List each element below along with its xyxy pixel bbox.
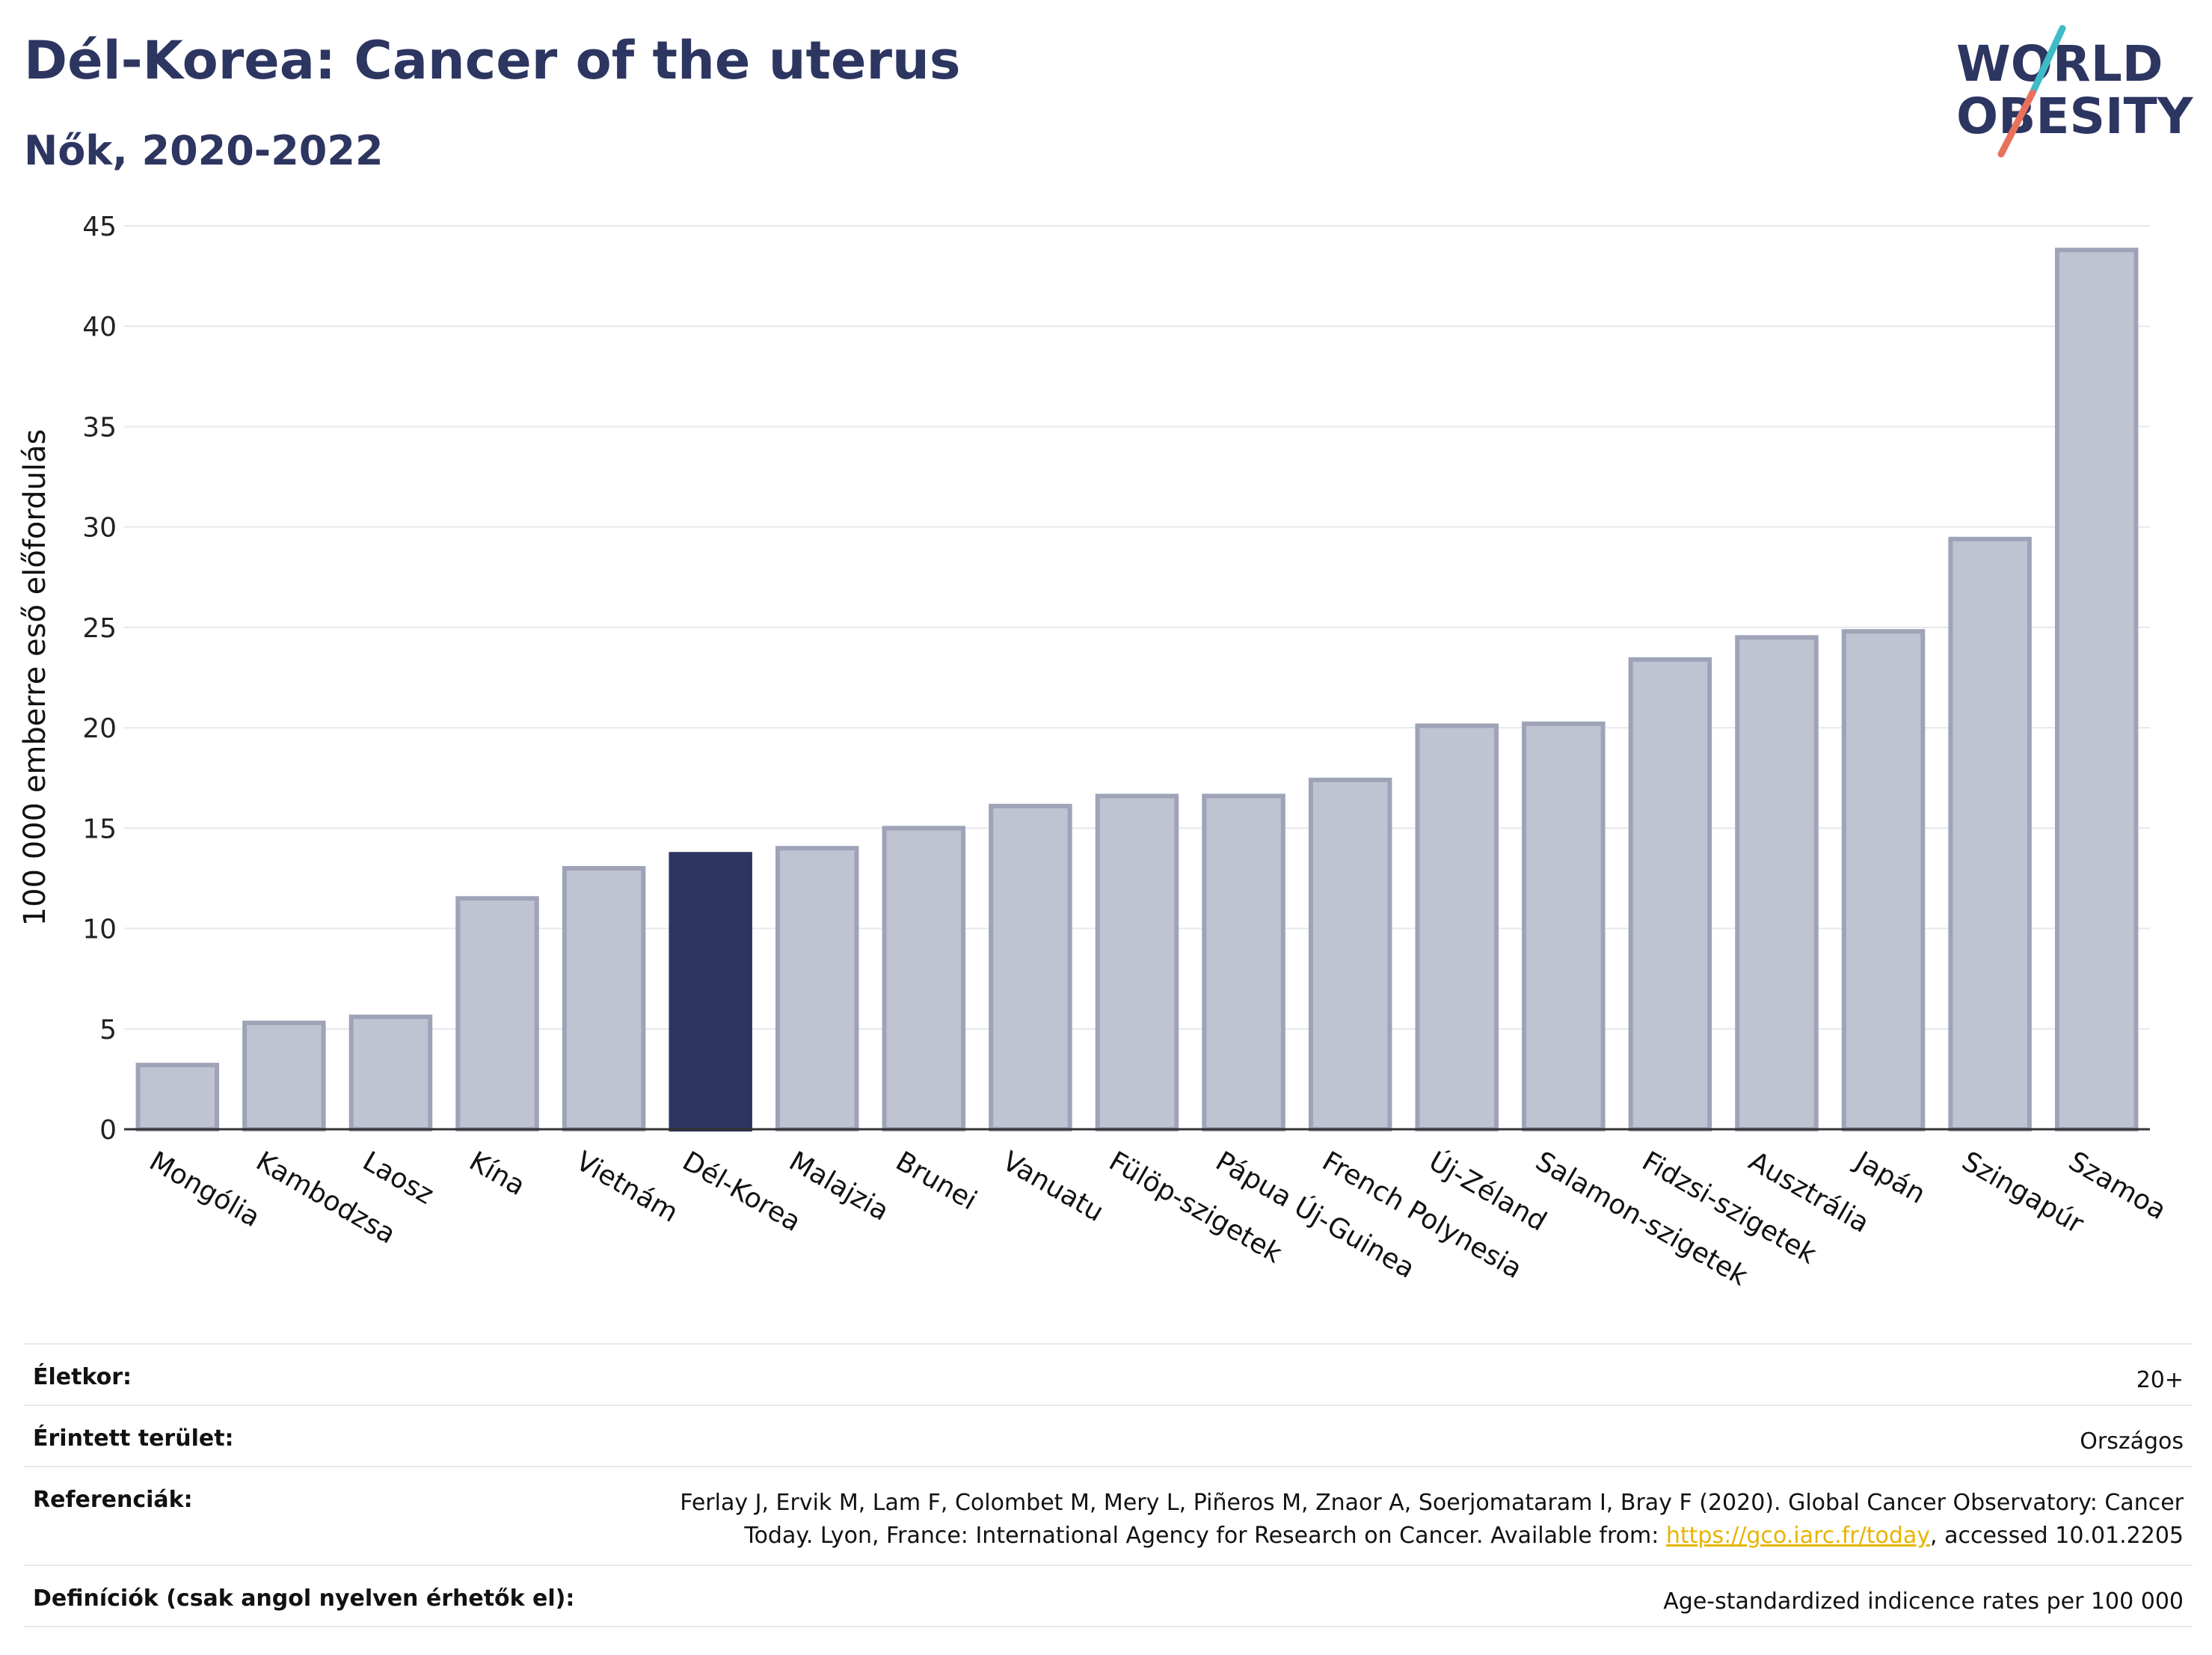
reference-link[interactable]: https://gco.iarc.fr/today: [1665, 1523, 1931, 1549]
bar: [2054, 248, 2139, 1132]
x-tick-label: Vietnám: [571, 1146, 683, 1229]
logo-slash-teal: [2029, 25, 2066, 96]
info-row-references: Referenciák: Ferlay J, Ervik M, Lam F, C…: [24, 1466, 2193, 1565]
x-tick-label: Kína: [464, 1146, 530, 1202]
x-tick-label: Vanuatu: [997, 1146, 1108, 1228]
bar: [1202, 793, 1285, 1132]
bar: [1735, 635, 1819, 1132]
bar: [775, 846, 859, 1132]
world-obesity-logo: WORLD OBESITY: [1956, 25, 2194, 158]
bar: [1628, 657, 1712, 1132]
bar: [669, 852, 752, 1132]
y-axis-ticks: 0 5 10 15 20 25 30 35 40 45: [82, 212, 117, 1146]
info-key-age: Életkor:: [24, 1343, 610, 1405]
x-tick-label: Pápua Új-Guinea: [1211, 1145, 1421, 1284]
bar: [455, 896, 539, 1132]
info-value-references: Ferlay J, Ervik M, Lam F, Colombet M, Me…: [610, 1466, 2193, 1565]
logo-word-world: WORLD: [1956, 35, 2163, 93]
bar: [1948, 536, 2032, 1132]
logo-slash-coral: [1997, 89, 2036, 158]
info-row-area: Érintett terület: Országos: [24, 1404, 2193, 1467]
x-tick-label: French Polynesia: [1317, 1146, 1527, 1285]
bar: [1095, 793, 1179, 1132]
x-tick-label: Mongólia: [144, 1146, 265, 1233]
reference-line-2-post: , accessed 10.01.2205: [1930, 1523, 2184, 1549]
bar: [242, 1020, 326, 1132]
info-key-area: Érintett terület:: [24, 1404, 610, 1467]
reference-line-2-pre: Today. Lyon, France: International Agenc…: [744, 1523, 1666, 1549]
logo-word-obesity: OBESITY: [1956, 87, 2194, 145]
info-key-references: Referenciák:: [24, 1466, 610, 1565]
bar: [1308, 777, 1392, 1132]
bar: [348, 1014, 433, 1132]
bar: [1415, 723, 1499, 1132]
bar: [135, 1063, 220, 1132]
x-tick-label: Japán: [1849, 1145, 1930, 1210]
y-tick-label: 15: [82, 814, 117, 844]
bar: [989, 803, 1072, 1132]
page-subtitle: Nők, 2020-2022: [24, 127, 384, 174]
bars: [135, 248, 2139, 1132]
x-tick-label: Laosz: [357, 1146, 439, 1210]
reference-line-1: Ferlay J, Ervik M, Lam F, Colombet M, Me…: [680, 1490, 2184, 1516]
info-row-definitions: Definíciók (csak angol nyelven érhetők e…: [24, 1565, 2193, 1627]
y-tick-label: 20: [82, 713, 117, 744]
info-key-definitions: Definíciók (csak angol nyelven érhetők e…: [24, 1565, 610, 1627]
y-tick-label: 0: [99, 1115, 117, 1146]
y-tick-label: 25: [82, 613, 117, 644]
info-table: Életkor: 20+ Érintett terület: Országos …: [24, 1343, 2193, 1627]
y-tick-label: 40: [82, 312, 117, 343]
bar: [1522, 721, 1606, 1132]
y-tick-label: 10: [82, 915, 117, 945]
y-tick-label: 35: [82, 412, 117, 443]
y-tick-label: 30: [82, 513, 117, 544]
x-tick-label: Brunei: [891, 1146, 982, 1216]
bar: [562, 866, 646, 1132]
y-tick-label: 5: [99, 1015, 117, 1045]
y-axis-title: 100 000 emberre eső előfordulás: [18, 429, 52, 927]
bar: [1841, 629, 1926, 1132]
x-tick-label: Szingapúr: [1957, 1146, 2089, 1240]
x-tick-label: Dél-Korea: [678, 1146, 806, 1238]
info-value-area: Országos: [610, 1404, 2193, 1467]
info-row-age: Életkor: 20+: [24, 1343, 2193, 1405]
info-value-age: 20+: [610, 1343, 2193, 1405]
info-value-definitions: Age-standardized indicence rates per 100…: [610, 1565, 2193, 1627]
y-tick-label: 45: [82, 212, 117, 242]
page-title: Dél-Korea: Cancer of the uterus: [24, 30, 961, 91]
bar: [882, 826, 966, 1132]
x-tick-label: Fülöp-szigetek: [1104, 1146, 1287, 1269]
